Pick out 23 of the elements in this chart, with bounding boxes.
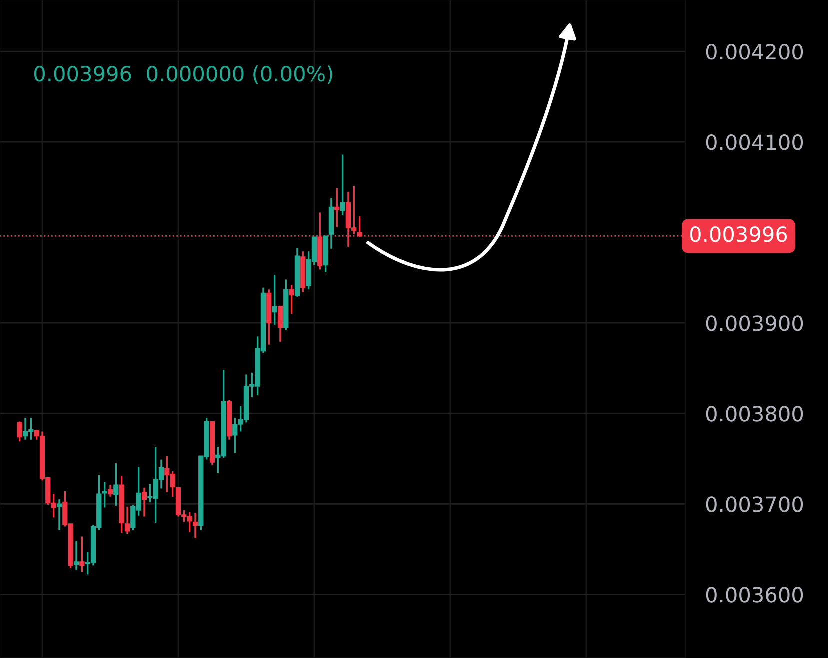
y-tick-label: 0.003600 — [706, 587, 804, 603]
ref-line-label: 0.003996 — [690, 226, 788, 242]
candlestick — [17, 420, 22, 443]
candlestick — [102, 482, 108, 509]
candlestick — [114, 462, 119, 507]
y-tick-label: 0.003900 — [706, 316, 804, 332]
candlestick — [80, 536, 85, 573]
candlestick — [56, 498, 62, 532]
text: 0.003996 0.000000 (0.00%) — [34, 66, 332, 84]
candlestick — [74, 540, 80, 572]
candlestick — [124, 506, 130, 535]
candlestick — [334, 187, 340, 228]
y-tick-label: 0.003700 — [706, 496, 804, 512]
candlestick — [340, 154, 346, 216]
candlestick — [272, 274, 278, 326]
y-tick-label: 0.004200 — [706, 44, 804, 60]
y-tick-label: 0.004100 — [706, 134, 804, 150]
candlestick — [142, 487, 148, 518]
candlestick — [289, 284, 294, 315]
candlestick — [278, 305, 284, 343]
candlestick — [192, 512, 198, 540]
candlestick — [108, 484, 114, 498]
y-tick-label: 0.003800 — [706, 406, 804, 422]
